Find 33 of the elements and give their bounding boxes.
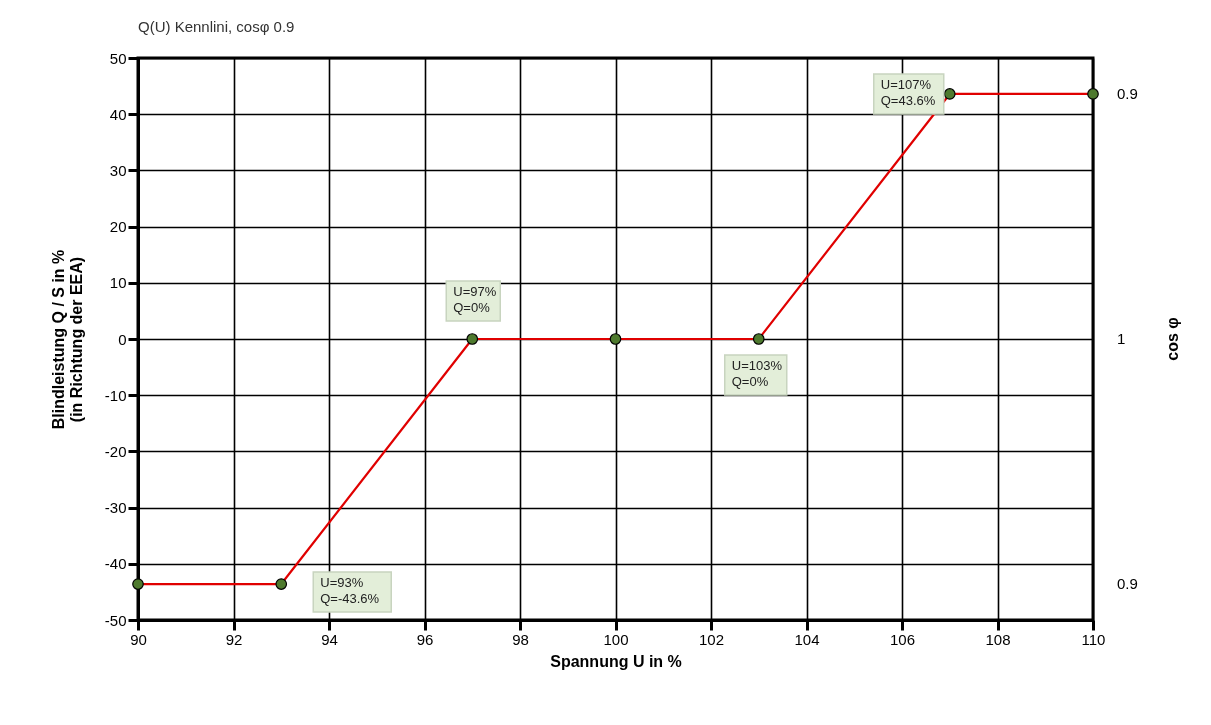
annotation: U=97% Q=0%: [453, 284, 497, 315]
x-tick-label: 110: [1081, 630, 1106, 648]
y-tick-label: 40: [109, 105, 127, 123]
x-tick-label: 102: [698, 630, 725, 648]
annotation: U=103% Q=0%: [731, 358, 783, 389]
x-tick-label: 106: [889, 630, 916, 648]
x-tick-label: 104: [794, 630, 820, 648]
x-tick-label: 92: [225, 630, 243, 648]
y-tick-label: 50: [109, 49, 127, 67]
x-axis-title: Spannung U in %: [550, 652, 682, 670]
text: 1: [1117, 330, 1126, 347]
x-tick-label: 108: [985, 630, 1011, 648]
y-tick-label: -50: [104, 611, 127, 629]
y-tick-label: 20: [109, 218, 127, 236]
y-tick-label: 0: [118, 330, 127, 348]
y2-axis-title: cos φ: [1164, 317, 1181, 361]
x-tick-label: 96: [416, 630, 434, 648]
x-tick-label: 90: [130, 630, 147, 648]
y-axis-title: Blindleistung Q / S in % (in Richtung der EEA): [49, 249, 85, 430]
x-tick-label: 100: [603, 630, 629, 648]
y-tick-label: -20: [104, 442, 127, 460]
y-tick-label: -40: [104, 555, 127, 573]
annotation: U=93% Q=-43.6%: [320, 575, 380, 607]
x-tick-label: 94: [321, 630, 338, 648]
text: 0.9: [1117, 84, 1138, 102]
y-tick-label: 30: [109, 161, 127, 179]
y-tick-label: -10: [104, 386, 127, 404]
y-tick-label: -30: [104, 499, 127, 517]
annotation: U=107% Q=43.6%: [880, 76, 936, 108]
y-tick-label: 10: [109, 274, 127, 292]
text: 0.9: [1117, 575, 1138, 593]
chart-title: Q(U) Kennlini, cosφ 0.9: [138, 18, 295, 35]
x-tick-label: 98: [512, 630, 529, 648]
